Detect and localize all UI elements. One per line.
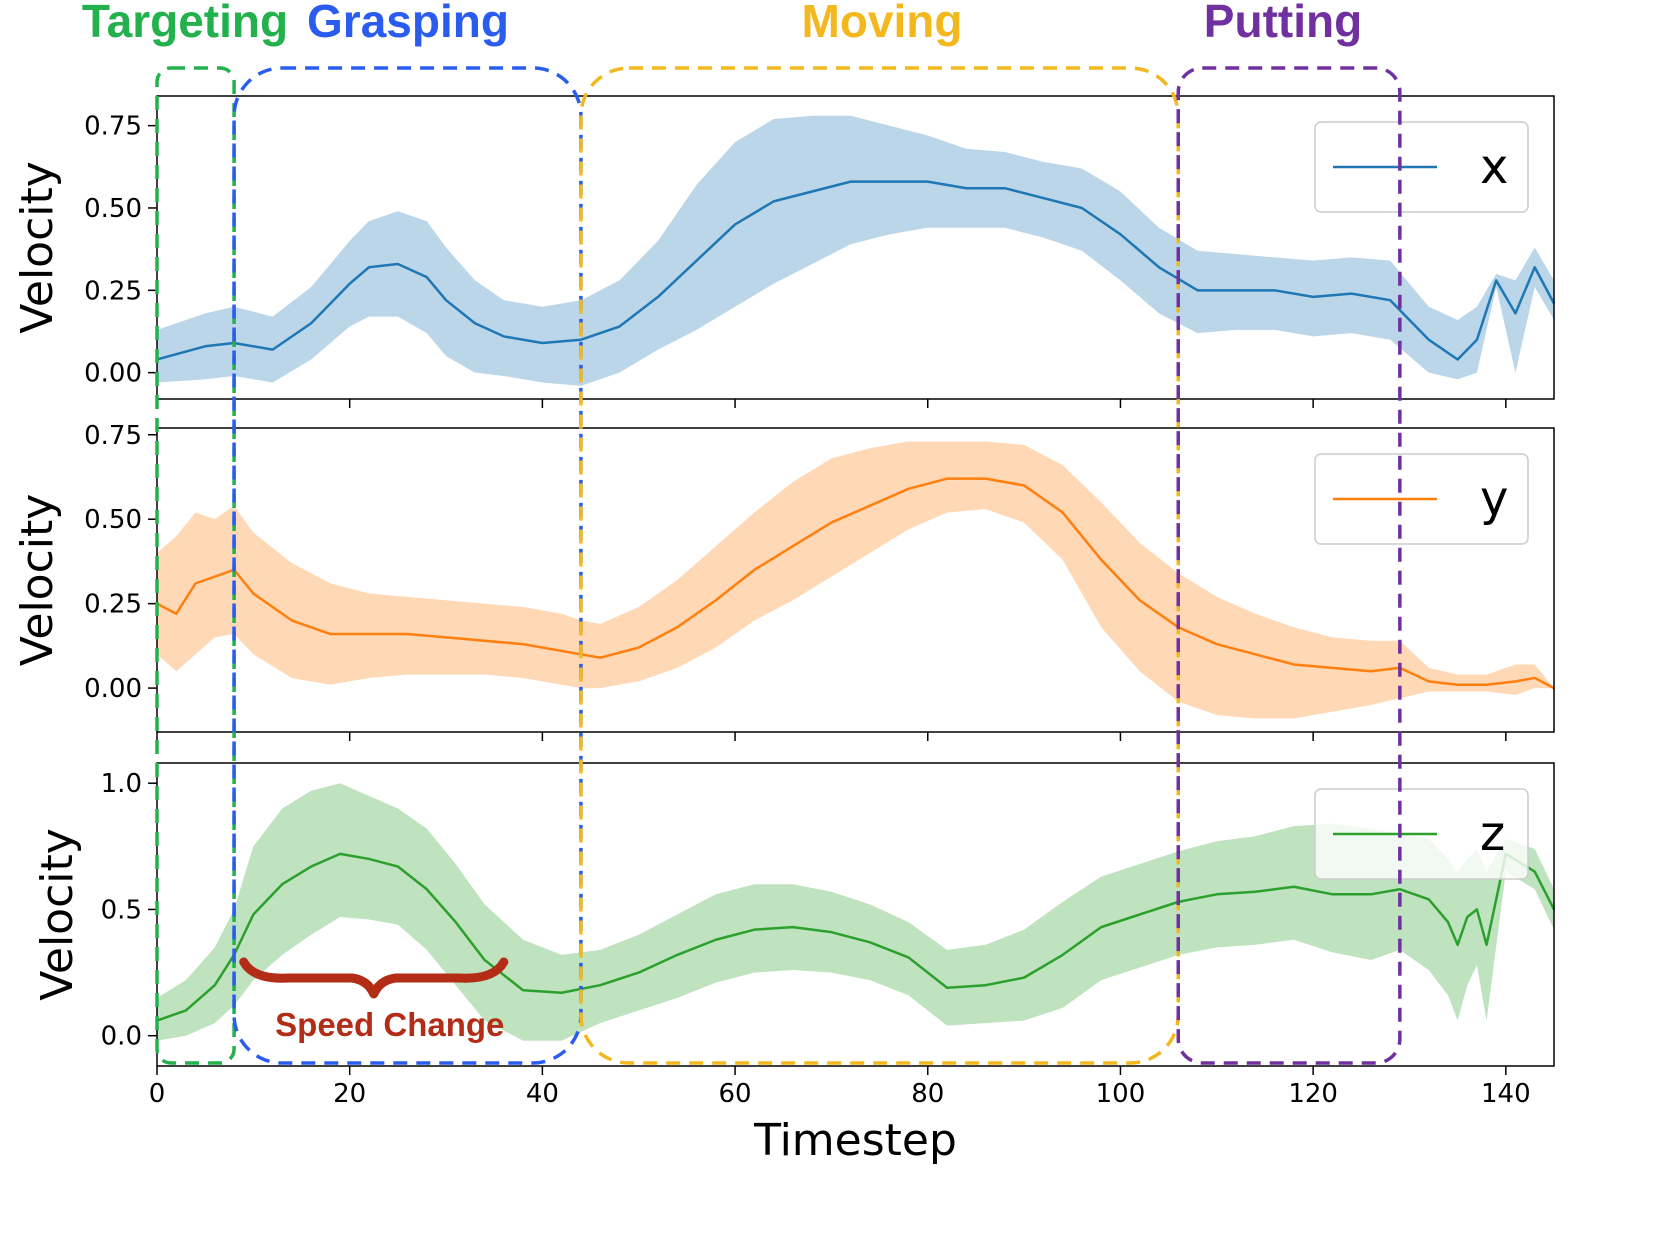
y-x-ticks — [156, 732, 1507, 741]
x-tick-label: 0 — [149, 1079, 166, 1109]
x-tick-label: 100 — [1096, 1079, 1146, 1109]
panel-z: 0.0 0.5 1.0 Velocity z — [32, 762, 1556, 1075]
phase-box-moving — [579, 66, 1181, 1065]
z-x-ticks — [156, 1066, 1507, 1075]
y-tick-label: 0.75 — [84, 112, 142, 142]
x-tick-label: 140 — [1481, 1079, 1531, 1109]
y-tick-label: 1.0 — [101, 769, 142, 799]
x-tick-labels: 0 20 40 60 80 100 120 140 — [149, 1079, 1531, 1109]
phase-title-putting: Putting — [1204, 0, 1362, 47]
y-y-ticks: 0.00 0.25 0.50 0.75 — [84, 421, 157, 704]
speed-change-brace — [239, 957, 509, 999]
x-tick-label: 20 — [333, 1079, 366, 1109]
y-legend-label: y — [1480, 471, 1508, 527]
z-mean-line — [156, 852, 1556, 1022]
z-legend: z — [1314, 788, 1529, 880]
x-std-band — [157, 115, 1554, 386]
y-std-band — [157, 441, 1554, 719]
speed-change-label: Speed Change — [275, 1006, 504, 1043]
panel-y: 0.00 0.25 0.50 0.75 Velocity y — [12, 421, 1555, 741]
y-tick-label: 0.75 — [84, 421, 142, 451]
x-mean-line — [156, 180, 1556, 361]
z-ylabel: Velocity — [32, 828, 83, 1001]
x-ylabel: Velocity — [12, 161, 63, 334]
y-tick-label: 0.50 — [84, 194, 142, 224]
phase-title-targeting: Targeting — [82, 0, 288, 47]
y-mean-line — [156, 477, 1555, 690]
x-legend-label: x — [1480, 139, 1508, 195]
phase-title-grasping: Grasping — [307, 0, 509, 47]
z-legend-label: z — [1480, 806, 1505, 862]
x-tick-label: 80 — [911, 1079, 944, 1109]
phase-title-moving: Moving — [802, 0, 963, 47]
y-tick-label: 0.0 — [101, 1022, 142, 1052]
y-ylabel: Velocity — [12, 494, 63, 667]
x-y-ticks: 0.00 0.25 0.50 0.75 — [84, 112, 157, 389]
y-legend: y — [1314, 453, 1529, 545]
x-tick-label: 40 — [526, 1079, 559, 1109]
phase-box-grasping — [232, 66, 583, 1065]
x-legend: x — [1314, 121, 1529, 213]
y-tick-label: 0.00 — [84, 359, 142, 389]
phase-boxes — [155, 66, 1402, 1065]
y-tick-label: 0.25 — [84, 276, 142, 306]
x-axis-title: Timestep — [753, 1115, 957, 1166]
phase-titles: Targeting Grasping Moving Putting — [82, 0, 1362, 47]
x-tick-label: 120 — [1288, 1079, 1338, 1109]
y-tick-label: 0.00 — [84, 674, 142, 704]
y-tick-label: 0.50 — [84, 505, 142, 535]
x-tick-label: 60 — [719, 1079, 752, 1109]
z-y-ticks: 0.0 0.5 1.0 — [101, 769, 157, 1052]
y-tick-label: 0.5 — [101, 895, 142, 925]
y-tick-label: 0.25 — [84, 590, 142, 620]
